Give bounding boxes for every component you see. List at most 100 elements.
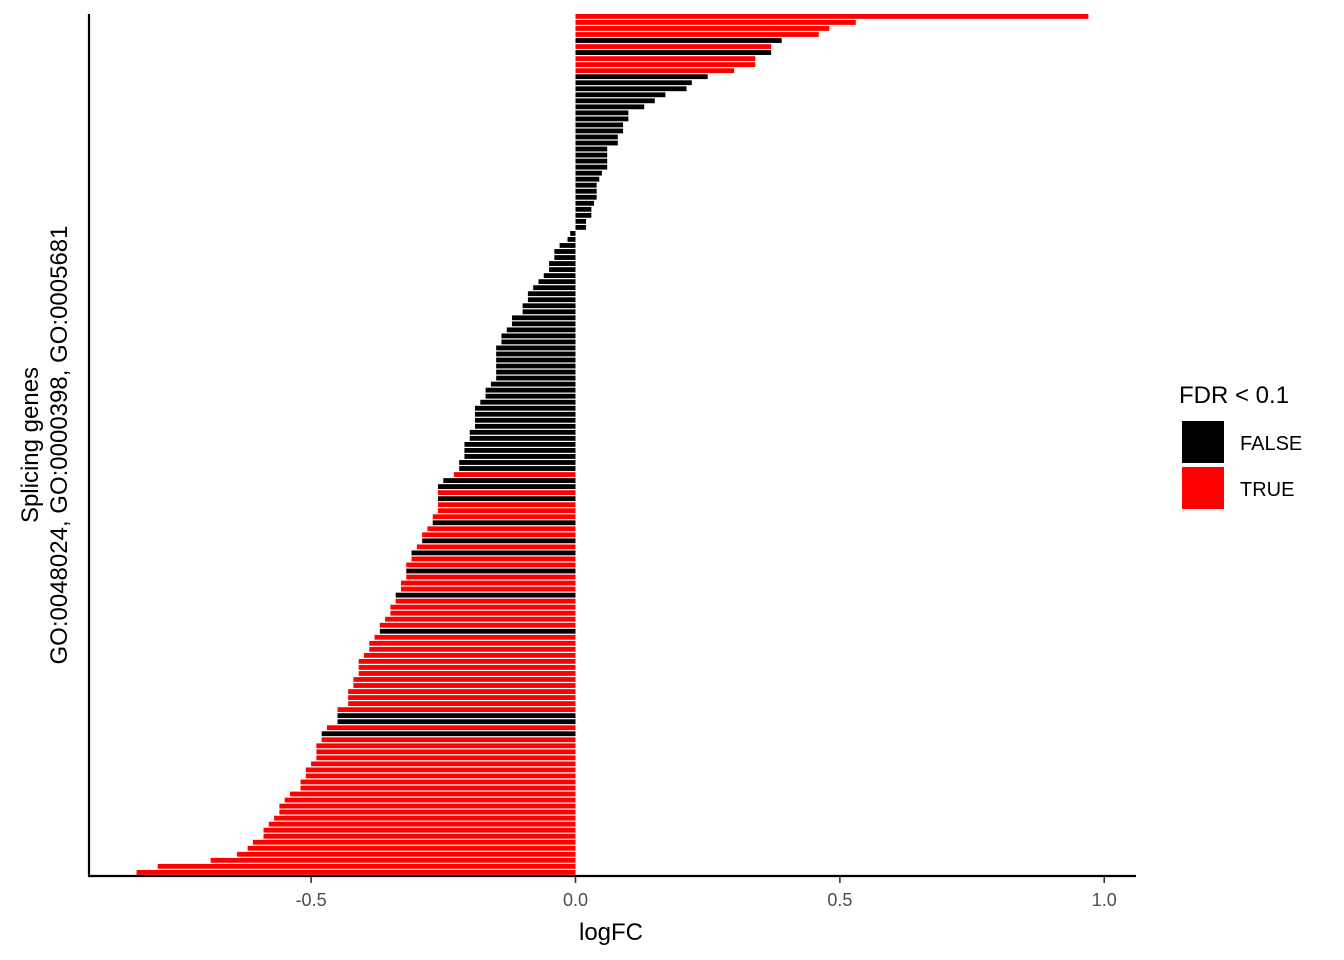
bar	[464, 441, 576, 447]
bar	[400, 580, 576, 586]
x-tick-label: -0.5	[296, 890, 327, 910]
bar	[575, 32, 819, 37]
bars-layer	[136, 14, 1089, 875]
bar	[485, 387, 576, 393]
bar	[157, 863, 576, 869]
bar	[136, 869, 576, 875]
bar	[575, 128, 624, 134]
bar	[379, 628, 576, 634]
bar	[326, 725, 576, 731]
bar	[559, 243, 576, 248]
bar	[533, 285, 576, 291]
bar	[501, 333, 576, 339]
bar	[496, 369, 576, 375]
bar	[575, 98, 655, 104]
bar	[522, 303, 576, 309]
bar	[496, 345, 576, 351]
bar	[369, 640, 576, 646]
bar	[252, 839, 576, 845]
legend-label-true: TRUE	[1240, 479, 1294, 501]
bar	[406, 562, 576, 568]
bar	[289, 791, 576, 797]
legend-key-true	[1182, 467, 1224, 509]
bar	[575, 146, 608, 152]
bar	[575, 104, 645, 110]
bar	[459, 466, 576, 471]
bar	[575, 152, 608, 158]
bar	[480, 399, 576, 405]
bar	[575, 176, 600, 182]
bar	[575, 212, 592, 218]
bar	[279, 809, 576, 815]
bar	[575, 122, 624, 128]
bar	[427, 526, 576, 532]
bar	[305, 767, 576, 773]
bar	[554, 255, 576, 260]
bar	[337, 713, 576, 719]
bar	[363, 652, 576, 658]
bar	[506, 327, 576, 333]
bar	[284, 797, 576, 803]
y-axis-title-line2: GO:0048024, GO:0000398, GO:0005681	[46, 226, 73, 665]
bar	[316, 755, 576, 761]
bar	[348, 689, 576, 694]
bar	[575, 158, 608, 164]
legend: FDR < 0.1 FALSE TRUE	[1179, 382, 1302, 509]
bar	[527, 291, 576, 297]
bar	[438, 508, 576, 514]
bar	[263, 827, 576, 833]
bar	[237, 851, 576, 857]
bar	[575, 200, 594, 206]
bar	[247, 845, 576, 851]
bar	[353, 683, 576, 688]
bar	[385, 616, 576, 622]
bar	[390, 610, 576, 616]
bar	[485, 393, 576, 399]
bar	[416, 544, 576, 550]
bar	[464, 448, 576, 453]
bar	[549, 261, 576, 266]
bar	[348, 695, 576, 700]
bar	[496, 375, 576, 381]
bar	[496, 357, 576, 363]
bar	[406, 568, 576, 574]
bar	[210, 857, 576, 863]
bar	[274, 815, 576, 821]
bar	[379, 622, 576, 628]
bar	[575, 56, 756, 62]
bar	[358, 658, 576, 664]
bar	[512, 315, 576, 321]
bar	[575, 62, 756, 68]
bar	[575, 194, 597, 200]
bar	[263, 833, 576, 839]
bar	[575, 188, 597, 194]
bar	[575, 110, 629, 116]
bar	[575, 182, 597, 188]
bar	[395, 598, 576, 604]
bar	[490, 381, 576, 387]
bar	[369, 646, 576, 652]
x-tick-label: 0.0	[563, 890, 588, 910]
bar	[575, 44, 772, 49]
bar	[575, 164, 608, 170]
bar	[567, 237, 576, 242]
bar	[459, 460, 576, 465]
bar	[406, 574, 576, 580]
bar	[501, 339, 576, 345]
x-tick-label: 1.0	[1092, 890, 1117, 910]
y-axis-title-line1: Splicing genes	[17, 367, 44, 523]
bar	[443, 478, 576, 483]
bar	[337, 719, 576, 725]
bar	[575, 80, 692, 86]
bar	[300, 785, 576, 791]
bar	[469, 429, 576, 435]
bar	[438, 490, 576, 496]
bar	[348, 701, 576, 707]
bar	[575, 224, 587, 230]
legend-key-false	[1182, 421, 1224, 463]
bar	[512, 321, 576, 327]
bar	[475, 411, 576, 417]
bar	[496, 363, 576, 369]
bar	[464, 454, 576, 459]
